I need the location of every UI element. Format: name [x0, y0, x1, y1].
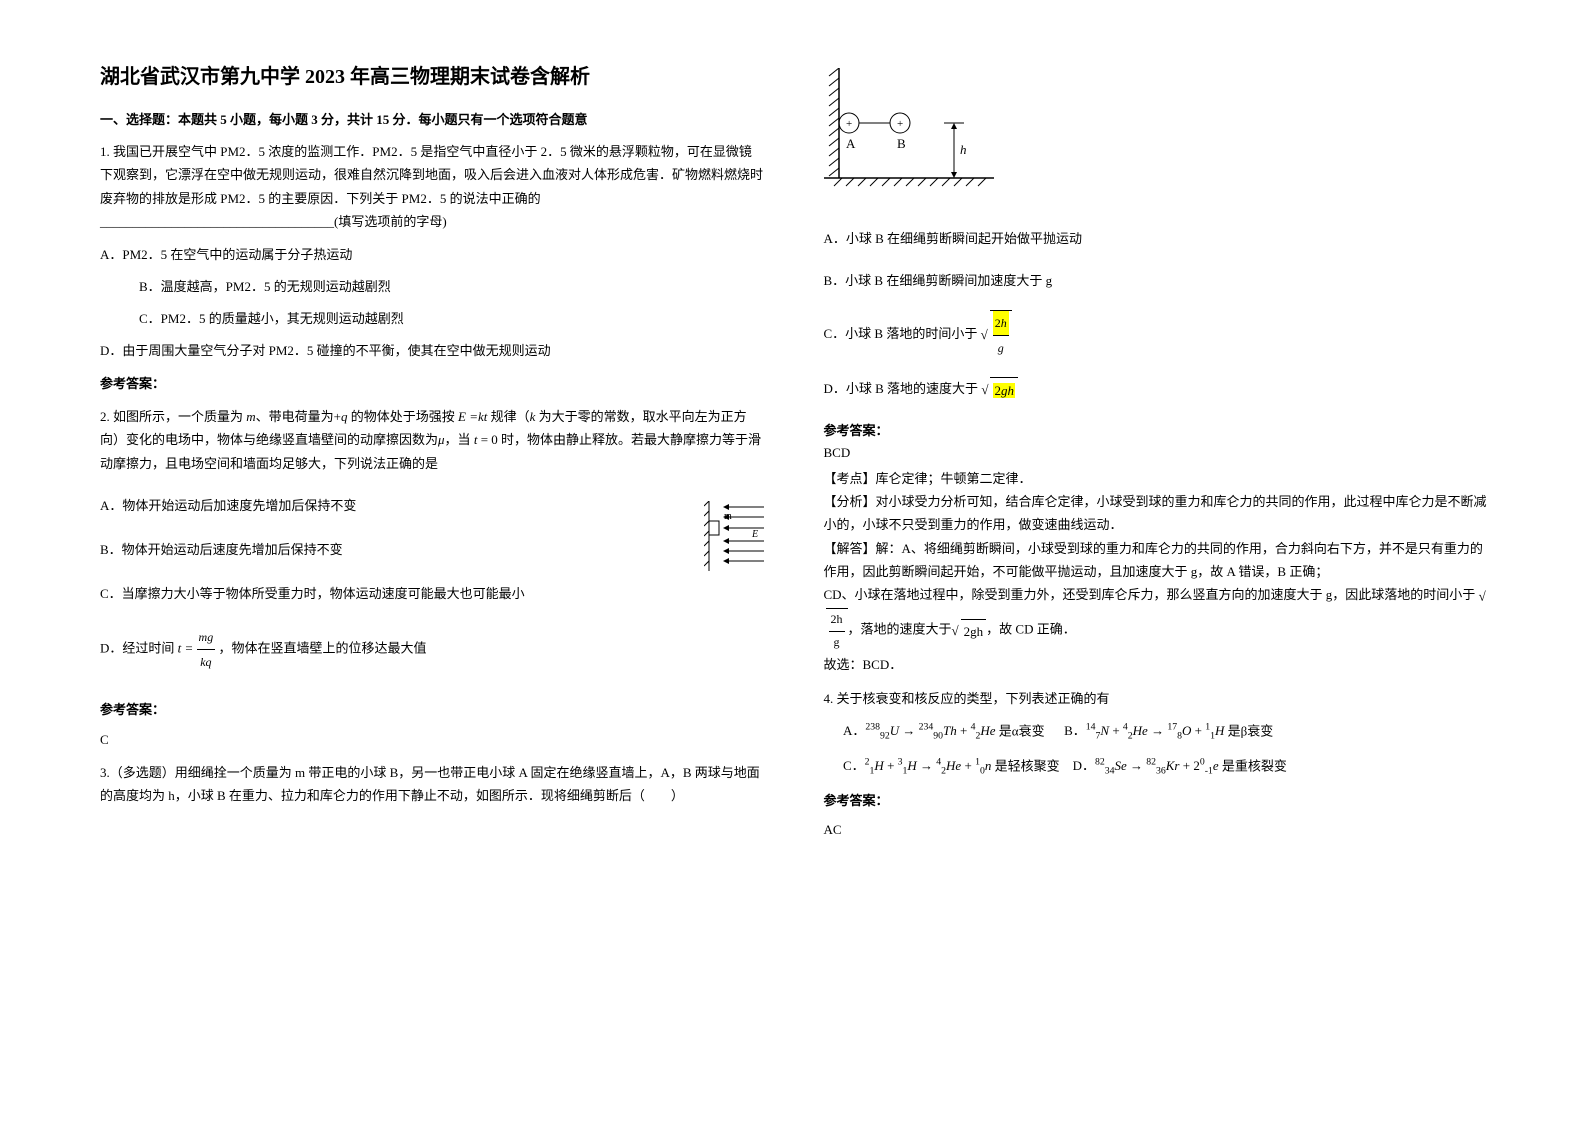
q3-sqrt-2gh: 2gh — [990, 377, 1018, 404]
jieda-text-d: ，故 CD 正确． — [986, 622, 1076, 637]
q2-options: A．物体开始运动后加速度先增加后保持不变 B．物体开始运动后速度先增加后保持不变… — [100, 493, 764, 674]
q4-text: 4. 关于核衰变和核反应的类型，下列表述正确的有 — [824, 687, 1488, 710]
q4-option-b-suffix: 是β衰变 — [1224, 723, 1273, 738]
q4-option-b: B．147N + 42He → 178O + 11H — [1064, 723, 1224, 738]
q3-jieda-a: 【解答】解：A、将细绳剪断瞬间，小球受到球的重力和库仑力的共同的作用，合力斜向右… — [824, 537, 1488, 584]
q2-text-f: ，当 — [445, 432, 474, 447]
q2-option-d: D．经过时间 t = mgkq ，物体在竖直墙壁上的位移达最大值 — [100, 625, 764, 674]
q3-option-c: C．小球 B 落地的时间小于 √2hg — [824, 310, 1488, 360]
q3-jieda-sqrt2: 2gh — [961, 619, 987, 643]
q2-var-E: E =kt — [458, 409, 487, 424]
q2-option-b: B．物体开始运动后速度先增加后保持不变 — [100, 537, 764, 563]
q2-text-b: 、带电荷量为+ — [256, 409, 341, 424]
q1-option-a: A．PM2．5 在空气中的运动属于分子热运动 — [100, 242, 764, 268]
jieda-text-a: 解：A、将细绳剪断瞬间，小球受到球的重力和库仑力的共同的作用，合力斜向右下方，并… — [824, 541, 1483, 579]
q2-answer-label: 参考答案： — [100, 698, 764, 721]
q1-option-b: B．温度越高，PM2．5 的无规则运动越剧烈 — [100, 274, 764, 300]
diagram-label-h: h — [960, 142, 967, 157]
question-3-intro: 3.（多选题）用细绳拴一个质量为 m 带正电的小球 B，另一也带正电小球 A 固… — [100, 761, 764, 808]
left-column: 湖北省武汉市第九中学 2023 年高三物理期末试卷含解析 一、选择题：本题共 5… — [100, 60, 764, 852]
q2-text: 2. 如图所示，一个质量为 m、带电荷量为+q 的物体处于场强按 E =kt 规… — [100, 405, 764, 475]
q4-option-d: D．8234Se → 8236Kr + 20-1e — [1073, 758, 1219, 773]
q2-text-d: 规律（ — [487, 409, 529, 424]
sqrt-icon-3: √ — [1479, 589, 1486, 604]
q2-formula-t: t = — [178, 641, 197, 656]
q2-option-c: C．当摩擦力大小等于物体所受重力时，物体运动速度可能最大也可能最小 — [100, 581, 764, 607]
q4-answer: AC — [824, 818, 1488, 841]
sqrt-icon: √ — [981, 327, 988, 342]
q1-option-c: C．PM2．5 的质量越小，其无规则运动越剧烈 — [100, 306, 764, 332]
q4-option-c-suffix: 是轻核聚变 — [991, 758, 1059, 773]
question-4: 4. 关于核衰变和核反应的类型，下列表述正确的有 A．23892U → 2349… — [824, 687, 1488, 842]
q2-var-m: m — [246, 409, 255, 424]
q4-answer-label: 参考答案： — [824, 789, 1488, 812]
diagram-label-A: A — [846, 136, 856, 151]
q4-options: A．23892U → 23490Th + 42He 是α衰变 B．147N + … — [824, 718, 1488, 781]
q2-text-c: 的物体处于场强按 — [348, 409, 459, 424]
q3-option-a: A．小球 B 在细绳剪断瞬间起开始做平抛运动 — [824, 226, 1488, 252]
jieda-label: 【解答】 — [824, 541, 876, 556]
diagram-plus-a: + — [846, 118, 852, 130]
q2-answer: C — [100, 728, 764, 751]
q3-text: 3.（多选题）用细绳拴一个质量为 m 带正电的小球 B，另一也带正电小球 A 固… — [100, 761, 764, 808]
q3-options: A．小球 B 在细绳剪断瞬间起开始做平抛运动 B．小球 B 在细绳剪断瞬间加速度… — [824, 226, 1488, 404]
document-title: 湖北省武汉市第九中学 2023 年高三物理期末试卷含解析 — [100, 60, 764, 89]
q2-option-d-b: ，物体在竖直墙壁上的位移达最大值 — [218, 641, 426, 656]
jieda-text-c: ，落地的速度大于 — [848, 622, 952, 637]
diagram-label-E: E — [751, 529, 758, 540]
q3-fenxi: 【分析】对小球受力分析可知，结合库仑定律，小球受到球的重力和库仑力的共同的作用，… — [824, 490, 1488, 537]
q3-answer: BCD — [824, 445, 1488, 461]
section-1-header: 一、选择题：本题共 5 小题，每小题 3 分，共计 15 分．每小题只有一个选项… — [100, 109, 764, 128]
question-1: 1. 我国已开展空气中 PM2．5 浓度的监测工作．PM2．5 是指空气中直径小… — [100, 140, 764, 395]
q3-option-d-text: D．小球 B 落地的速度大于 — [824, 381, 979, 396]
jieda-text-b: CD、小球在落地过程中，除受到重力外，还受到库仑斥力，那么竖直方向的加速度大于 … — [824, 587, 1476, 602]
q2-option-d-a: D．经过时间 — [100, 641, 178, 656]
question-2: 2. 如图所示，一个质量为 m、带电荷量为+q 的物体处于场强按 E =kt 规… — [100, 405, 764, 751]
q1-answer-label: 参考答案： — [100, 372, 764, 395]
kaodian-label: 【考点】 — [824, 471, 876, 486]
q3-guxuan: 故选：BCD． — [824, 653, 1488, 676]
q2-fraction: mgkq — [197, 625, 216, 674]
q2-text-a: 2. 如图所示，一个质量为 — [100, 409, 246, 424]
fenxi-label: 【分析】 — [824, 494, 876, 509]
q2-option-a: A．物体开始运动后加速度先增加后保持不变 — [100, 493, 764, 519]
q1-text: 1. 我国已开展空气中 PM2．5 浓度的监测工作．PM2．5 是指空气中直径小… — [100, 140, 764, 234]
q3-option-c-text: C．小球 B 落地的时间小于 — [824, 326, 978, 341]
sqrt-icon-4: √ — [952, 623, 959, 638]
q3-answer-label: 参考答案： — [824, 420, 1488, 439]
q4-row-1: A．23892U → 23490Th + 42He 是α衰变 B．147N + … — [843, 718, 1487, 746]
q3-kaodian: 【考点】库仑定律；牛顿第二定律． — [824, 467, 1488, 490]
sqrt-icon-2: √ — [981, 382, 988, 397]
q4-option-a-suffix: 是α衰变 — [996, 723, 1045, 738]
q1-options: A．PM2．5 在空气中的运动属于分子热运动 B．温度越高，PM2．5 的无规则… — [100, 242, 764, 364]
q3-option-b: B．小球 B 在细绳剪断瞬间加速度大于 g — [824, 268, 1488, 294]
q2-field-diagram: m E — [704, 501, 764, 571]
q4-option-c: C．21H + 31H → 42He + 10n — [843, 758, 991, 773]
diagram-plus-b: + — [897, 118, 903, 130]
right-column: + A + B h A．小球 B 在细绳剪断瞬间 — [824, 60, 1488, 852]
q1-option-d: D．由于周围大量空气分子对 PM2．5 碰撞的不平衡，使其在空中做无规则运动 — [100, 338, 764, 364]
diagram-label-B: B — [897, 136, 906, 151]
q4-row-2: C．21H + 31H → 42He + 10n 是轻核聚变 D．8234Se … — [843, 753, 1487, 781]
q3-diagram: + A + B h — [824, 68, 994, 198]
q3-sqrt-frac: 2hg — [990, 310, 1012, 360]
kaodian-text: 库仑定律；牛顿第二定律． — [876, 471, 1032, 486]
q3-jieda-sqrt1: 2hg — [826, 608, 848, 653]
q4-option-d-suffix: 是重核裂变 — [1219, 758, 1287, 773]
fenxi-text: 对小球受力分析可知，结合库仑定律，小球受到球的重力和库仑力的共同的作用，此过程中… — [824, 494, 1487, 532]
q3-jieda-b: CD、小球在落地过程中，除受到重力外，还受到库仑斥力，那么竖直方向的加速度大于 … — [824, 583, 1488, 653]
q4-option-a: A．23892U → 23490Th + 42He — [843, 723, 996, 738]
page-container: 湖北省武汉市第九中学 2023 年高三物理期末试卷含解析 一、选择题：本题共 5… — [0, 0, 1587, 912]
q3-option-d: D．小球 B 落地的速度大于 √2gh — [824, 376, 1488, 404]
